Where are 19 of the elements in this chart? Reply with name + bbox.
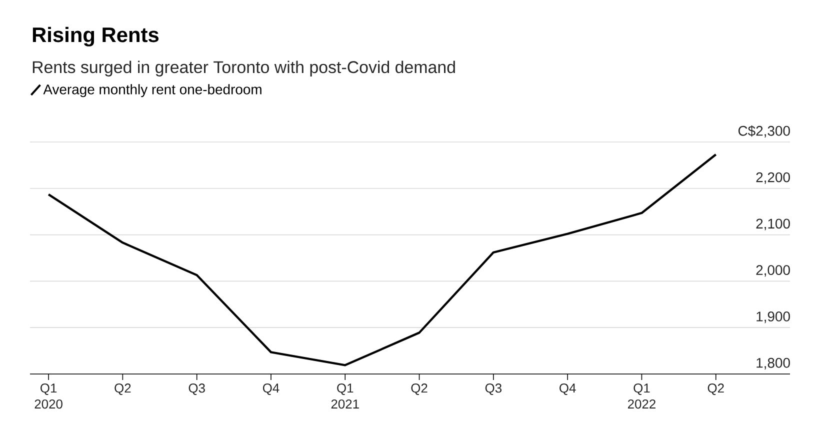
x-tick-label: Q1 2020: [34, 384, 62, 409]
x-tick-label: Q1 2022: [628, 384, 656, 409]
x-tick-label: Q3: [485, 384, 502, 395]
y-tick-label: 2,200: [756, 172, 790, 184]
x-tick-label: Q2: [708, 384, 724, 395]
x-tick-label: Q1 2021: [331, 384, 359, 409]
y-tick-label: 2,100: [756, 218, 790, 230]
x-tick-label: Q3: [188, 384, 205, 395]
chart-title: Rising Rents: [32, 26, 159, 46]
y-tick-label: 1,900: [756, 312, 790, 324]
x-tick-label: Q2: [114, 384, 131, 395]
legend-label: Average monthly rent one-bedroom: [43, 84, 262, 98]
y-tick-label: 1,800: [756, 358, 790, 370]
y-tick-label: 2,000: [756, 265, 790, 277]
chart-subtitle: Rents surged in greater Toronto with post-Covid demand: [32, 60, 455, 77]
x-tick-label: Q4: [560, 384, 576, 395]
x-tick-label: Q2: [411, 384, 428, 395]
y-tick-label: C$2,300: [738, 125, 790, 138]
x-tick-label: Q4: [262, 384, 280, 395]
